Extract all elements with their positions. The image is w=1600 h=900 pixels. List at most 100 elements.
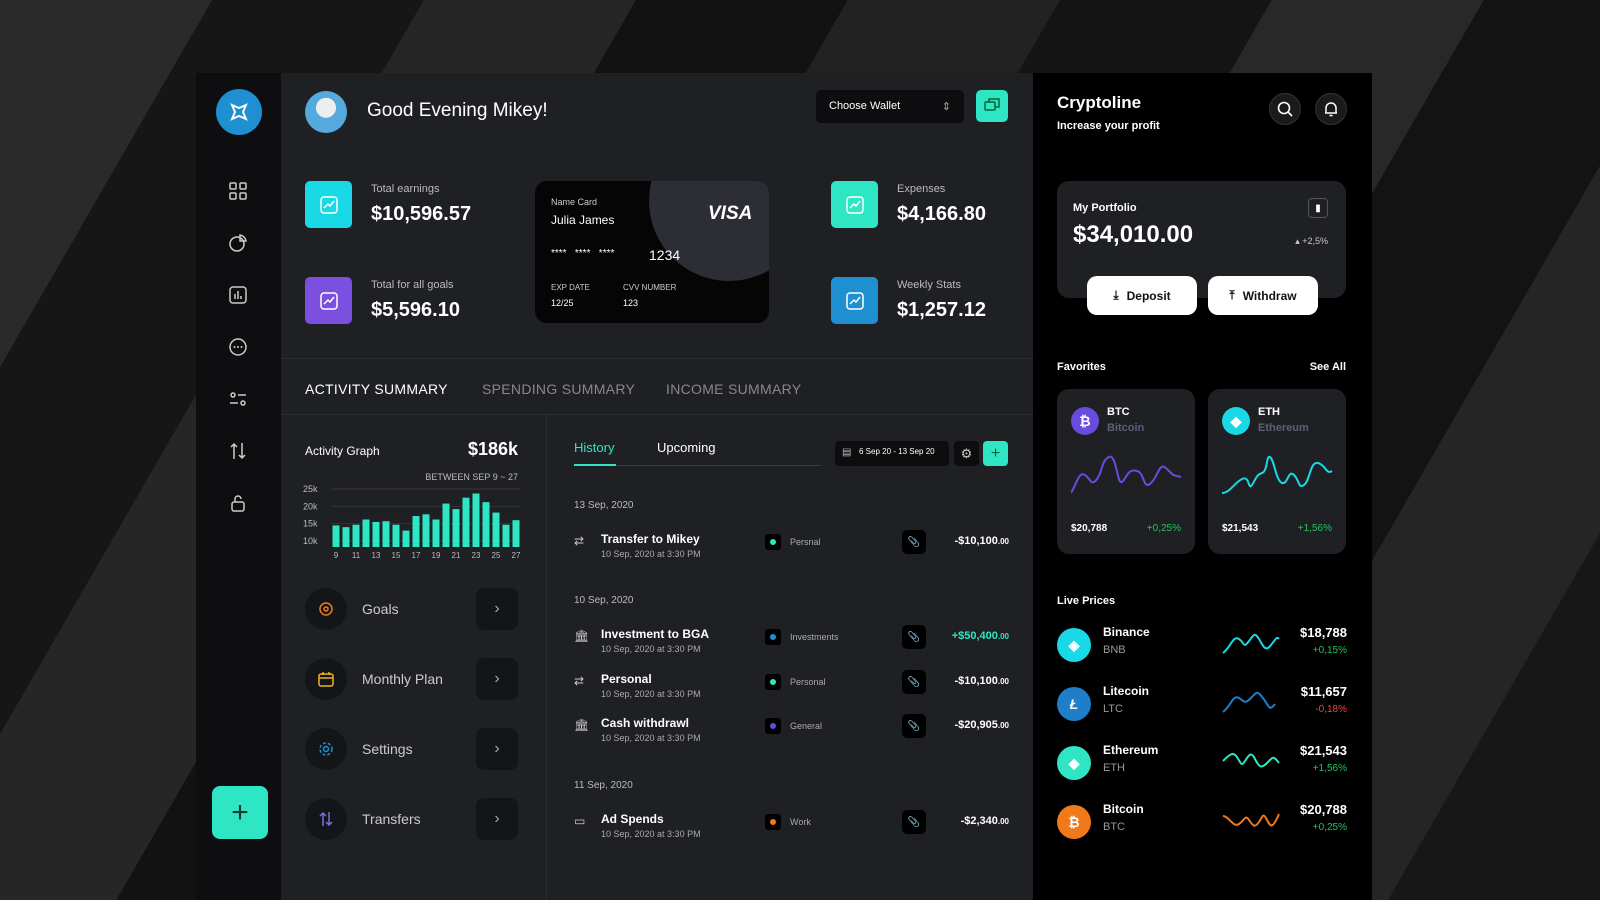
deposit-button[interactable]: ⤓ Deposit xyxy=(1087,276,1197,315)
right-panel: Cryptoline Increase your profit My Portf… xyxy=(1033,73,1372,900)
y-tick-label: 10k xyxy=(303,536,318,546)
live-price-row-binance[interactable]: ◈ Binance BNB $18,788 +0,15% xyxy=(1057,623,1347,669)
visa-logo: VISA xyxy=(708,203,753,224)
menu-transfers[interactable]: Transfers › xyxy=(305,798,518,840)
activity-range: BETWEEN SEP 9 ~ 27 xyxy=(425,472,518,482)
bar-13 xyxy=(372,521,380,547)
amount-cents: .00 xyxy=(997,677,1009,686)
search-button[interactable] xyxy=(1269,93,1301,125)
tab-income-summary[interactable]: INCOME SUMMARY xyxy=(666,381,802,397)
menu-monthly-plan[interactable]: Monthly Plan › xyxy=(305,658,518,700)
greeting: Good Evening Mikey! xyxy=(367,100,548,121)
chat-icon[interactable] xyxy=(226,335,250,359)
transaction-row[interactable]: ▭ Ad Spends 10 Sep, 2020 at 3:30 PM Work… xyxy=(574,810,1009,842)
amount-main: -$10,100 xyxy=(954,535,998,547)
see-all-link[interactable]: See All xyxy=(1309,361,1346,373)
transaction-row[interactable]: 🏛︎ Investment to BGA 10 Sep, 2020 at 3:3… xyxy=(574,625,1009,657)
menu-label: Transfers xyxy=(362,811,421,827)
coin-price: $11,657 xyxy=(1300,684,1347,699)
amount-main: -$2,340 xyxy=(960,815,998,827)
chevron-right-icon[interactable]: › xyxy=(476,658,518,700)
date-range-picker[interactable]: ▤ 6 Sep 20 - 13 Sep 20 xyxy=(835,441,949,466)
transaction-row[interactable]: ⇄ Personal 10 Sep, 2020 at 3:30 PM Perso… xyxy=(574,670,1009,702)
bar-9 xyxy=(332,525,340,547)
transfer-icon[interactable] xyxy=(226,439,250,463)
bank-icon: 🏛︎ xyxy=(574,629,590,643)
litecoin-icon: Ł xyxy=(1057,687,1091,721)
attachment-icon[interactable]: 📎 xyxy=(902,530,926,554)
transaction-row[interactable]: ⇄ Transfer to Mikey 10 Sep, 2020 at 3:30… xyxy=(574,530,1009,562)
fav-price: $20,788 xyxy=(1071,523,1108,534)
bar-chart-icon[interactable] xyxy=(226,283,250,307)
avatar[interactable] xyxy=(305,91,347,133)
tab-activity-summary[interactable]: ACTIVITY SUMMARY xyxy=(305,381,448,397)
credit-card[interactable]: Name Card Julia James VISA **** **** ***… xyxy=(535,181,769,323)
category-dot xyxy=(765,814,781,830)
ethereum-icon: ◆ xyxy=(1222,407,1250,435)
amount-cents: .00 xyxy=(997,632,1009,641)
litecoin-sparkline xyxy=(1222,691,1276,713)
attachment-icon[interactable]: 📎 xyxy=(902,714,926,738)
card-number-masked: **** **** **** xyxy=(551,248,615,259)
bar-25 xyxy=(492,512,500,547)
tx-title: Ad Spends xyxy=(601,812,664,826)
live-price-row-litecoin[interactable]: Ł Litecoin LTC $11,657 -0,18% xyxy=(1057,682,1347,728)
choose-wallet-select[interactable]: Choose Wallet ⇕ xyxy=(816,90,964,123)
amount-cents: .00 xyxy=(997,537,1009,546)
favorite-card-eth[interactable]: ◆ ETH Ethereum $21,543 +1,56% xyxy=(1208,389,1346,554)
attachment-icon[interactable]: 📎 xyxy=(902,625,926,649)
attachment-icon[interactable]: 📎 xyxy=(902,670,926,694)
menu-settings[interactable]: Settings › xyxy=(305,728,518,770)
category-dot xyxy=(765,534,781,550)
withdraw-button[interactable]: ⤒ Withdraw xyxy=(1208,276,1318,315)
tab-spending-summary[interactable]: SPENDING SUMMARY xyxy=(482,381,636,397)
favorite-card-btc[interactable]: ₿ BTC Bitcoin $20,788 +0,25% xyxy=(1057,389,1195,554)
withdraw-label: Withdraw xyxy=(1242,288,1297,303)
tx-category: General xyxy=(790,721,823,731)
transfer-icon xyxy=(305,798,347,840)
coin-price: $18,788 xyxy=(1300,625,1347,640)
messages-button[interactable] xyxy=(976,90,1008,122)
tab-upcoming[interactable]: Upcoming xyxy=(657,440,716,455)
add-transaction-button[interactable]: + xyxy=(983,441,1008,466)
y-tick-label: 25k xyxy=(303,484,318,494)
stat-value: $5,596.10 xyxy=(371,299,460,321)
trend-chart-icon xyxy=(305,277,352,324)
chevron-right-icon[interactable]: › xyxy=(476,588,518,630)
chart-icon[interactable]: ▮ xyxy=(1308,198,1328,218)
portfolio-change: ▴ +2,5% xyxy=(1295,236,1328,246)
attachment-icon[interactable]: 📎 xyxy=(902,810,926,834)
app-logo-icon[interactable] xyxy=(216,89,262,135)
notifications-button[interactable] xyxy=(1315,93,1347,125)
live-price-row-ethereum[interactable]: ◆ Ethereum ETH $21,543 +1,56% xyxy=(1057,741,1347,787)
lock-icon[interactable] xyxy=(226,491,250,515)
tx-amount: -$10,100.00 xyxy=(954,675,1009,687)
tab-underline-track xyxy=(574,465,821,466)
settings-gear-button[interactable]: ⚙ xyxy=(954,441,979,466)
filter-icon[interactable] xyxy=(226,387,250,411)
binance-icon: ◈ xyxy=(1057,628,1091,662)
chevron-right-icon[interactable]: › xyxy=(476,728,518,770)
portfolio-label: My Portfolio xyxy=(1073,202,1137,214)
binance-sparkline xyxy=(1222,633,1280,654)
coin-symbol: BNB xyxy=(1103,644,1126,656)
menu-goals[interactable]: Goals › xyxy=(305,588,518,630)
live-price-row-bitcoin[interactable]: ₿ Bitcoin BTC $20,788 +0,25% xyxy=(1057,800,1347,846)
tx-amount: +$50,400.00 xyxy=(952,630,1009,642)
bar-19 xyxy=(432,519,440,547)
x-tick-label: 21 xyxy=(452,551,461,559)
add-button[interactable]: + xyxy=(212,786,268,839)
tx-date: 10 Sep, 2020 at 3:30 PM xyxy=(601,549,701,559)
stat-value: $1,257.12 xyxy=(897,299,986,321)
search-icon xyxy=(1277,101,1293,117)
transaction-row[interactable]: 🏛︎ Cash withdrawl 10 Sep, 2020 at 3:30 P… xyxy=(574,714,1009,746)
card-name-label: Name Card xyxy=(551,197,598,207)
tab-history[interactable]: History xyxy=(574,440,615,455)
coin-name: Binance xyxy=(1103,625,1150,639)
chevron-right-icon[interactable]: › xyxy=(476,798,518,840)
dashboard-icon[interactable] xyxy=(226,179,250,203)
wallet-select-label: Choose Wallet xyxy=(829,100,901,112)
coin-change: +0,25% xyxy=(1312,822,1347,833)
pie-chart-icon[interactable] xyxy=(226,231,250,255)
upload-icon: ⤒ xyxy=(1229,288,1235,302)
